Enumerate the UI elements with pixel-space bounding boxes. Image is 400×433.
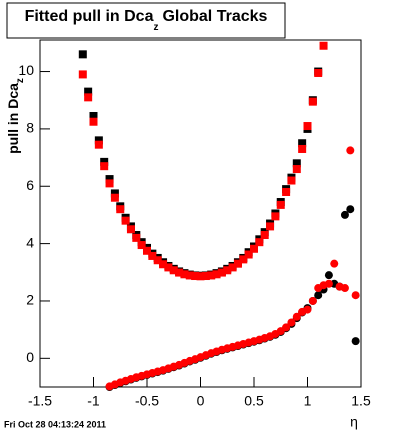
point xyxy=(110,193,119,202)
point xyxy=(185,271,194,280)
x-tick-label: 1 xyxy=(304,393,312,409)
point xyxy=(233,259,242,268)
y-tick-label: 4 xyxy=(26,234,34,250)
point xyxy=(260,231,269,240)
point xyxy=(148,251,157,260)
y-tick-label: 6 xyxy=(26,177,34,193)
point xyxy=(78,70,87,79)
point xyxy=(105,179,114,188)
y-tick-label: 8 xyxy=(26,120,34,136)
x-tick-label: 1.5 xyxy=(351,393,371,409)
point xyxy=(287,318,296,327)
point xyxy=(207,271,216,280)
point xyxy=(84,87,93,96)
point xyxy=(314,68,323,77)
point xyxy=(212,270,221,279)
point xyxy=(319,41,328,50)
point xyxy=(110,189,119,198)
point xyxy=(94,140,103,149)
y-tick-label: 10 xyxy=(18,62,34,78)
point xyxy=(180,270,189,279)
point xyxy=(137,241,146,250)
point xyxy=(100,162,109,171)
point xyxy=(276,200,285,209)
point xyxy=(100,157,109,166)
x-tick-label: 0 xyxy=(197,393,205,409)
point xyxy=(340,210,349,219)
point xyxy=(282,187,291,196)
point xyxy=(121,216,130,225)
y-axis-label: pull in Dcaz xyxy=(5,78,26,154)
point xyxy=(196,272,205,281)
point xyxy=(228,263,237,272)
y-tick-label: 0 xyxy=(26,349,34,365)
point xyxy=(308,296,317,305)
point xyxy=(308,97,317,106)
point xyxy=(89,111,98,120)
point xyxy=(78,50,87,59)
point xyxy=(292,312,301,321)
point xyxy=(159,260,168,269)
point xyxy=(250,244,258,253)
point xyxy=(94,136,103,145)
point xyxy=(346,146,355,155)
point xyxy=(292,159,301,168)
point xyxy=(164,263,173,272)
point xyxy=(266,222,275,231)
x-tick-label: -1 xyxy=(87,393,100,409)
point xyxy=(132,233,141,242)
x-tick-label: 0.5 xyxy=(244,393,264,409)
point xyxy=(255,238,264,247)
point xyxy=(239,255,248,264)
point xyxy=(191,272,200,281)
point xyxy=(175,268,184,277)
x-axis-label: η xyxy=(350,414,358,430)
point xyxy=(282,323,291,332)
point xyxy=(84,93,93,102)
point xyxy=(287,176,296,185)
point xyxy=(201,272,210,281)
point xyxy=(303,122,312,131)
point xyxy=(324,271,333,280)
x-tick-label: -0.5 xyxy=(135,393,159,409)
point xyxy=(346,205,355,214)
point xyxy=(271,212,280,221)
point xyxy=(292,165,301,174)
point xyxy=(340,284,349,293)
point xyxy=(223,266,232,275)
point xyxy=(324,279,333,288)
chart-title: Fitted pull in DcazGlobal Tracks xyxy=(25,8,268,32)
point xyxy=(314,291,323,300)
y-tick-label: 2 xyxy=(26,292,34,308)
point xyxy=(169,266,178,275)
point xyxy=(143,246,151,255)
point xyxy=(126,225,135,234)
point xyxy=(105,175,114,184)
point xyxy=(330,259,339,268)
point xyxy=(303,305,312,314)
point xyxy=(351,291,360,300)
x-tick-label: -1.5 xyxy=(28,393,52,409)
point xyxy=(298,139,307,148)
point xyxy=(217,268,226,277)
point xyxy=(116,205,125,214)
point xyxy=(89,117,98,126)
title-box xyxy=(6,2,286,39)
point xyxy=(244,250,253,259)
point xyxy=(298,144,307,153)
footer: Fri Oct 28 04:13:24 2011 xyxy=(4,419,106,429)
point xyxy=(153,256,162,265)
point xyxy=(351,337,360,346)
